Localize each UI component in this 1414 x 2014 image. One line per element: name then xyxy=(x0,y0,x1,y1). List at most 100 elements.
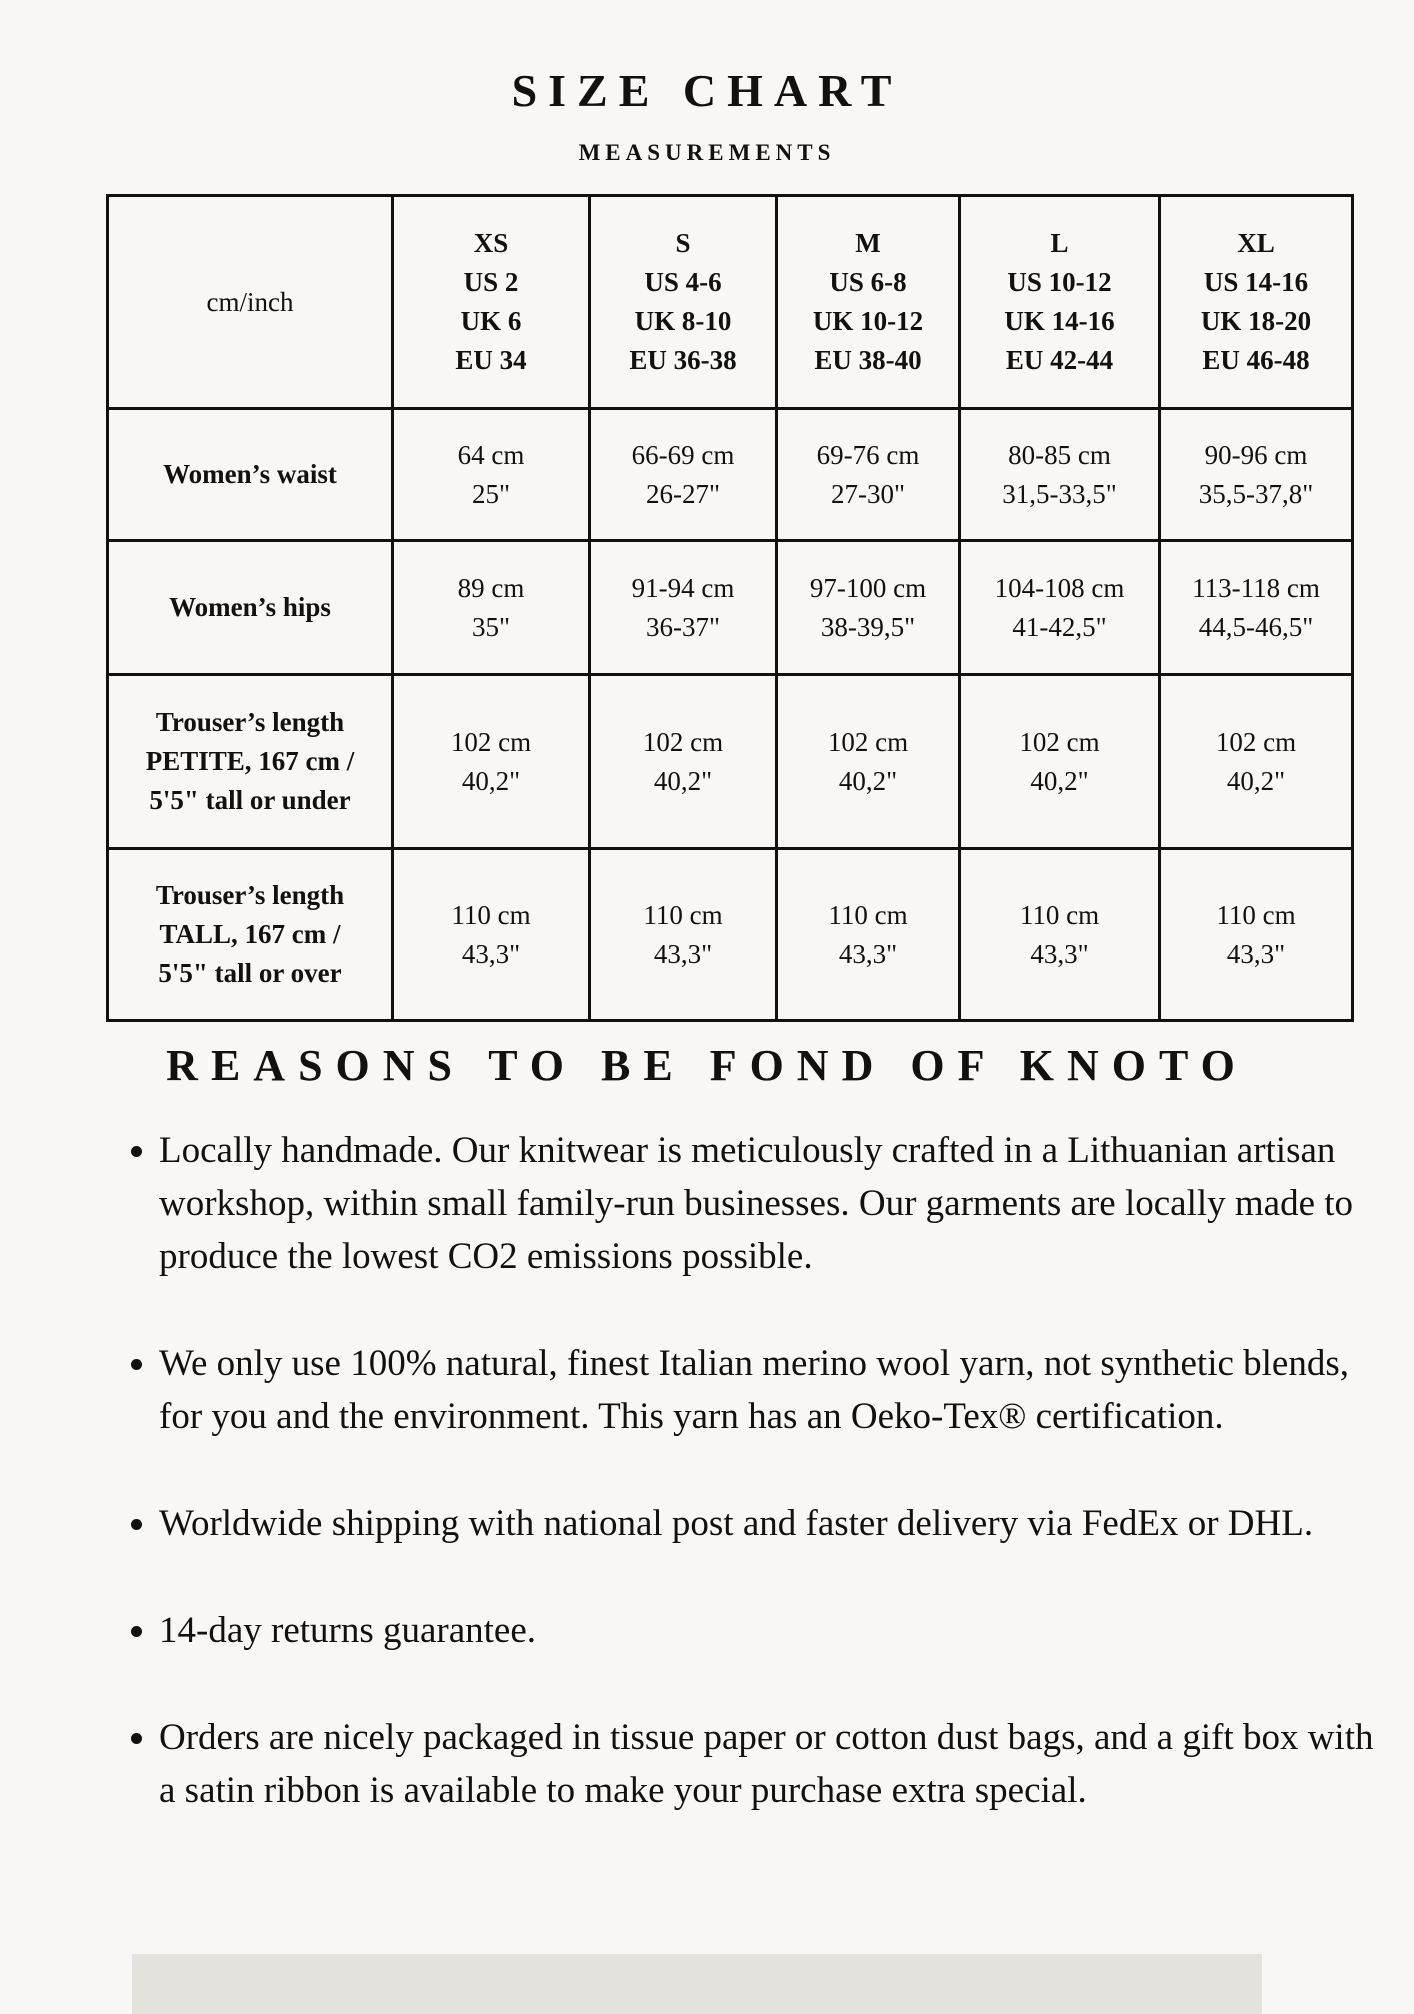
value-inch: 43,3" xyxy=(1030,938,1089,969)
page-subtitle: MEASUREMENTS xyxy=(578,140,836,165)
value-cm: 102 cm xyxy=(642,726,724,757)
footer-panel xyxy=(132,1954,1262,2014)
size-name: L xyxy=(1050,228,1069,258)
size-name: M xyxy=(855,228,881,258)
size-uk: UK 18-20 xyxy=(1200,306,1312,336)
table-row: Trouser’s length TALL, 167 cm / 5'5" tall … xyxy=(106,847,1354,1022)
value-cm: 91-94 cm xyxy=(631,572,735,603)
reasons-list: Locally handmade. Our knitwear is meticu… xyxy=(125,1124,1389,1871)
value-cm: 113-118 cm xyxy=(1192,572,1320,603)
value-inch: 36-37" xyxy=(645,611,720,642)
row-label: Women’s hips xyxy=(106,539,394,676)
value-inch: 40,2" xyxy=(1030,765,1089,796)
size-uk: UK 8-10 xyxy=(634,306,732,336)
measurement-cell: 90-96 cm 35,5-37,8" xyxy=(1158,407,1354,542)
row-label: Trouser’s length PETITE, 167 cm / 5'5" tal… xyxy=(106,673,394,850)
measurement-cell: 102 cm 40,2" xyxy=(1158,673,1354,850)
measurement-cell: 89 cm 35" xyxy=(391,539,591,676)
size-eu: EU 46-48 xyxy=(1202,345,1310,375)
size-header: XS US 2 UK 6 EU 34 xyxy=(391,194,591,410)
measurement-cell: 110 cm 43,3" xyxy=(588,847,778,1022)
size-header: L US 10-12 UK 14-16 EU 42-44 xyxy=(958,194,1161,410)
size-us: US 6-8 xyxy=(829,267,907,297)
size-name: XS xyxy=(473,228,509,258)
size-uk: UK 14-16 xyxy=(1004,306,1115,336)
measurement-cell: 110 cm 43,3" xyxy=(775,847,961,1022)
size-name: XL xyxy=(1237,228,1275,258)
value-cm: 102 cm xyxy=(450,726,532,757)
page-title: SIZE CHART xyxy=(511,65,903,116)
size-name: S xyxy=(675,228,691,258)
value-inch: 41-42,5" xyxy=(1012,611,1107,642)
size-us: US 2 xyxy=(463,267,519,297)
measurement-cell: 102 cm 40,2" xyxy=(588,673,778,850)
value-inch: 38-39,5" xyxy=(820,611,916,642)
value-inch: 31,5-33,5" xyxy=(1002,478,1117,509)
reason-item: 14-day returns guarantee. xyxy=(159,1604,1389,1657)
measurement-cell: 104-108 cm 41-42,5" xyxy=(958,539,1161,676)
value-cm: 80-85 cm xyxy=(1008,439,1111,470)
value-cm: 66-69 cm xyxy=(631,439,735,470)
value-inch: 26-27" xyxy=(645,478,720,509)
table-row: Women’s waist 64 cm 25" 66-69 cm 26-27" 69-76… xyxy=(106,407,1354,542)
row-label: Women’s waist xyxy=(106,407,394,542)
value-inch: 43,3" xyxy=(653,938,713,969)
value-inch: 35,5-37,8" xyxy=(1198,478,1314,509)
measurement-cell: 69-76 cm 27-30" xyxy=(775,407,961,542)
value-inch: 40,2" xyxy=(838,765,898,796)
header-row: cm/inch XS US 2 UK 6 EU 34 S US 4-6 UK 8-10 EU 3… xyxy=(106,194,1354,410)
measurement-cell: 66-69 cm 26-27" xyxy=(588,407,778,542)
row-label-line: 5'5" tall or over xyxy=(158,958,342,988)
value-cm: 102 cm xyxy=(1215,726,1297,757)
value-cm: 110 cm xyxy=(1216,899,1296,930)
row-label-line: Trouser’s length xyxy=(155,707,345,737)
row-label-line: TALL, 167 cm / xyxy=(159,919,341,949)
size-header: XL US 14-16 UK 18-20 EU 46-48 xyxy=(1158,194,1354,410)
size-chart-table: cm/inch XS US 2 UK 6 EU 34 S US 4-6 UK 8-10 EU 3… xyxy=(106,194,1354,1022)
row-label-line: Women’s hips xyxy=(169,592,331,622)
value-inch: 40,2" xyxy=(461,765,521,796)
value-cm: 110 cm xyxy=(1019,899,1100,930)
measurement-cell: 80-85 cm 31,5-33,5" xyxy=(958,407,1161,542)
value-cm: 110 cm xyxy=(643,899,723,930)
value-cm: 102 cm xyxy=(1019,726,1100,757)
value-inch: 40,2" xyxy=(1226,765,1286,796)
size-header: M US 6-8 UK 10-12 EU 38-40 xyxy=(775,194,961,410)
reasons-heading: REASONS TO BE FOND OF KNOTO xyxy=(166,1041,1248,1090)
reason-item: Locally handmade. Our knitwear is meticu… xyxy=(159,1124,1389,1283)
measurement-cell: 110 cm 43,3" xyxy=(958,847,1161,1022)
value-cm: 97-100 cm xyxy=(809,572,927,603)
value-inch: 27-30" xyxy=(830,478,905,509)
value-cm: 104-108 cm xyxy=(994,572,1125,603)
value-cm: 90-96 cm xyxy=(1204,439,1308,470)
measurement-cell: 113-118 cm 44,5-46,5" xyxy=(1158,539,1354,676)
size-us: US 10-12 xyxy=(1007,267,1112,297)
row-label: Trouser’s length TALL, 167 cm / 5'5" tall … xyxy=(106,847,394,1022)
measurement-cell: 102 cm 40,2" xyxy=(958,673,1161,850)
row-label-line: PETITE, 167 cm / xyxy=(145,746,355,776)
measurement-cell: 91-94 cm 36-37" xyxy=(588,539,778,676)
size-uk: UK 6 xyxy=(460,306,522,336)
value-cm: 110 cm xyxy=(828,899,908,930)
measurement-cell: 102 cm 40,2" xyxy=(391,673,591,850)
value-cm: 69-76 cm xyxy=(816,439,920,470)
measurement-cell: 97-100 cm 38-39,5" xyxy=(775,539,961,676)
value-inch: 25" xyxy=(471,478,511,509)
size-eu: EU 34 xyxy=(455,345,527,375)
unit-label: cm/inch xyxy=(106,194,394,410)
measurement-cell: 102 cm 40,2" xyxy=(775,673,961,850)
value-inch: 44,5-46,5" xyxy=(1198,611,1314,642)
size-header: S US 4-6 UK 8-10 EU 36-38 xyxy=(588,194,778,410)
measurement-cell: 64 cm 25" xyxy=(391,407,591,542)
size-eu: EU 42-44 xyxy=(1005,345,1114,375)
size-eu: EU 38-40 xyxy=(814,345,922,375)
value-cm: 110 cm xyxy=(451,899,531,930)
value-inch: 43,3" xyxy=(461,938,521,969)
table-row: Trouser’s length PETITE, 167 cm / 5'5" tal… xyxy=(106,673,1354,850)
reason-item: We only use 100% natural, finest Italian… xyxy=(159,1337,1389,1443)
measurement-cell: 110 cm 43,3" xyxy=(391,847,591,1022)
size-us: US 4-6 xyxy=(644,267,722,297)
value-cm: 102 cm xyxy=(827,726,909,757)
value-cm: 64 cm xyxy=(457,439,525,470)
size-uk: UK 10-12 xyxy=(812,306,924,336)
